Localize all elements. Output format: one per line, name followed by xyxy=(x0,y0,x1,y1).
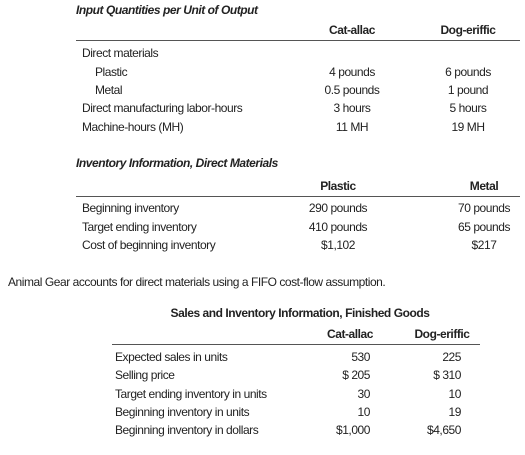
cell: 10 xyxy=(357,404,371,419)
cell: $1,000 xyxy=(335,423,370,438)
cell: $4,650 xyxy=(426,423,461,438)
row-label: Target ending inventory in units xyxy=(115,386,267,401)
column-header: Plastic xyxy=(320,179,356,193)
section-title: Inventory Information, Direct Materials xyxy=(76,156,278,170)
header-rule xyxy=(112,344,480,345)
row-label: Beginning inventory xyxy=(82,201,179,215)
row-label: Direct manufacturing labor-hours xyxy=(82,101,243,115)
cell: 10 xyxy=(448,386,462,401)
row-label: Beginning inventory in dollars xyxy=(115,423,259,438)
cell: 290 pounds xyxy=(308,201,368,215)
cell: 19 xyxy=(448,404,462,419)
cell: 5 hours xyxy=(449,101,487,115)
cell: 530 xyxy=(351,350,370,364)
column-header: Dog-eriffic xyxy=(440,23,496,37)
cell: 6 pounds xyxy=(445,65,491,79)
note: Animal Gear accounts for direct material… xyxy=(8,275,386,289)
cell: 11 MH xyxy=(335,120,369,134)
row-label: Expected sales in units xyxy=(115,350,228,364)
header-rule xyxy=(76,196,520,197)
section-title: Sales and Inventory Information, Finishe… xyxy=(170,306,430,320)
column-header: Cat-allac xyxy=(329,23,375,37)
cell: $217 xyxy=(471,238,497,252)
cell: 65 pounds xyxy=(457,219,511,234)
row-label: Cost of beginning inventory xyxy=(82,238,216,252)
cell: $1,102 xyxy=(320,238,356,252)
cell: 410 pounds xyxy=(308,219,368,234)
row-label: Target ending inventory xyxy=(82,219,197,234)
cell: 70 pounds xyxy=(457,201,511,215)
row-label: Machine-hours (MH) xyxy=(82,120,184,134)
cell: 19 MH xyxy=(451,120,485,134)
row-label: Direct materials xyxy=(82,46,159,60)
row-label: Selling price xyxy=(115,368,175,383)
cell: 225 xyxy=(442,350,461,364)
cell: $ 205 xyxy=(342,368,370,383)
row-label: Plastic xyxy=(95,65,128,79)
column-header: Cat-allac xyxy=(327,327,373,341)
cell: 4 pounds xyxy=(329,65,375,79)
cell: 0.5 pounds xyxy=(324,83,380,97)
column-header: Dog-eriffic xyxy=(414,327,470,341)
row-label: Metal xyxy=(95,83,123,97)
column-header: Metal xyxy=(469,179,499,193)
cell: 30 xyxy=(357,386,371,401)
header-rule xyxy=(76,40,520,41)
section-title: Input Quantities per Unit of Output xyxy=(76,3,258,17)
row-label: Beginning inventory in units xyxy=(115,404,250,419)
cell: $ 310 xyxy=(433,368,461,383)
cell: 1 pound xyxy=(447,83,489,97)
cell: 3 hours xyxy=(333,101,371,115)
